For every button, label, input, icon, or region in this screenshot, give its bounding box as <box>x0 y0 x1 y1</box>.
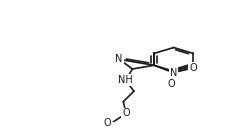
Text: NH: NH <box>118 75 133 85</box>
Text: N: N <box>115 54 123 64</box>
Text: O: O <box>122 108 130 118</box>
Text: N: N <box>170 68 177 78</box>
Text: O: O <box>189 63 197 73</box>
Text: O: O <box>103 118 111 128</box>
Text: O: O <box>167 79 175 89</box>
